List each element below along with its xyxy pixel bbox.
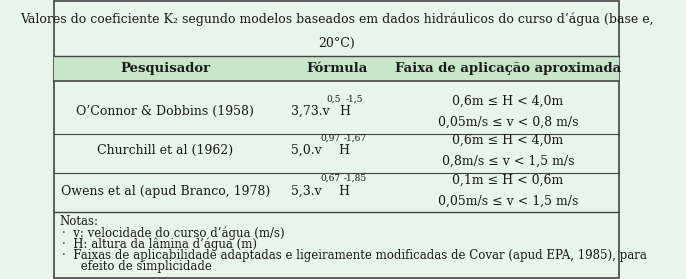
FancyBboxPatch shape [54,1,619,278]
Text: -1,5: -1,5 [346,95,364,104]
Text: -1,85: -1,85 [344,174,367,183]
Text: 5,0.v: 5,0.v [291,144,322,157]
Text: 0,1m ≤ H < 0,6m: 0,1m ≤ H < 0,6m [452,174,563,187]
Text: Fórmula: Fórmula [306,62,367,75]
Text: 0,6m ≤ H < 4,0m: 0,6m ≤ H < 4,0m [452,95,563,107]
Text: ·  Faixas de aplicabilidade adaptadas e ligeiramente modificadas de Covar (apud : · Faixas de aplicabilidade adaptadas e l… [62,249,647,262]
Text: 0,97: 0,97 [321,134,341,143]
Text: 0,67: 0,67 [321,174,341,183]
FancyBboxPatch shape [54,56,619,81]
Text: -1,67: -1,67 [344,134,367,143]
Text: 0,6m ≤ H < 4,0m: 0,6m ≤ H < 4,0m [452,134,563,146]
Text: O’Connor & Dobbins (1958): O’Connor & Dobbins (1958) [76,105,254,118]
Text: 0,5: 0,5 [327,95,342,104]
Text: Owens et al (apud Branco, 1978): Owens et al (apud Branco, 1978) [60,185,270,198]
Text: H: H [338,144,349,157]
Text: 3,73.v: 3,73.v [291,105,329,118]
Text: 0,05m/s ≤ v < 1,5 m/s: 0,05m/s ≤ v < 1,5 m/s [438,195,578,208]
Text: Churchill et al (1962): Churchill et al (1962) [97,144,233,157]
Text: efeito de simplicidade: efeito de simplicidade [62,260,212,273]
Text: ·  v: velocidade do curso d’água (m/s): · v: velocidade do curso d’água (m/s) [62,226,285,240]
Text: Valores do coeficiente K₂ segundo modelos baseados em dados hidráulicos do curso: Valores do coeficiente K₂ segundo modelo… [20,13,653,26]
Text: Notas:: Notas: [60,215,99,228]
Text: H: H [338,185,349,198]
Text: 20°C): 20°C) [318,37,355,50]
Text: 0,05m/s ≤ v < 0,8 m/s: 0,05m/s ≤ v < 0,8 m/s [438,116,578,129]
Text: Pesquisador: Pesquisador [120,62,210,75]
Text: H: H [340,105,351,118]
Text: ·  H: altura da lâmina d’água (m): · H: altura da lâmina d’água (m) [62,237,257,251]
Text: 5,3.v: 5,3.v [291,185,322,198]
Text: 0,8m/s ≤ v < 1,5 m/s: 0,8m/s ≤ v < 1,5 m/s [442,155,574,168]
Text: Faixa de aplicação aproximada: Faixa de aplicação aproximada [395,62,621,75]
